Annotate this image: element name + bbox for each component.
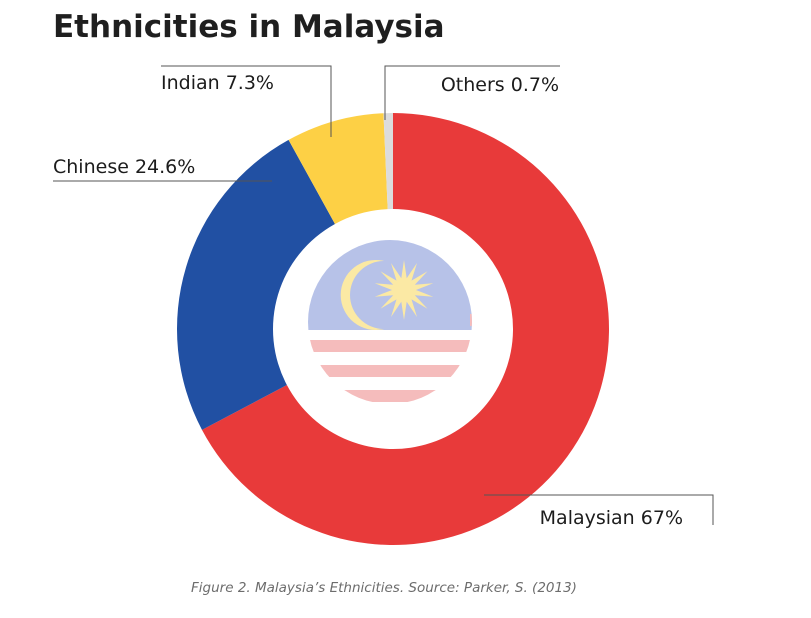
label-indian: Indian 7.3% bbox=[161, 72, 274, 94]
slice-chinese[interactable] bbox=[177, 139, 335, 430]
figure-caption: Figure 2. Malaysia’s Ethnicities. Source… bbox=[191, 580, 577, 596]
slice-indian[interactable] bbox=[288, 113, 388, 224]
label-others: Others 0.7% bbox=[441, 74, 559, 96]
flag-stripe bbox=[308, 365, 472, 377]
leader-line-others bbox=[384, 65, 560, 120]
leader-line-indian bbox=[161, 65, 332, 137]
flag-stripe bbox=[470, 314, 472, 326]
flag-stripe bbox=[308, 390, 472, 402]
label-chinese: Chinese 24.6% bbox=[53, 156, 195, 178]
slice-others[interactable] bbox=[383, 113, 393, 210]
label-malaysian: Malaysian 67% bbox=[540, 507, 683, 529]
crescent-icon bbox=[340, 260, 384, 330]
star-icon bbox=[374, 260, 434, 320]
leader-line-malaysian bbox=[484, 494, 714, 525]
slice-malaysian[interactable] bbox=[201, 113, 609, 545]
flag-stripe bbox=[308, 340, 472, 352]
flag-canton bbox=[308, 240, 472, 330]
malaysia-flag-emblem bbox=[308, 240, 472, 402]
chart-title: Ethnicities in Malaysia bbox=[53, 9, 445, 45]
